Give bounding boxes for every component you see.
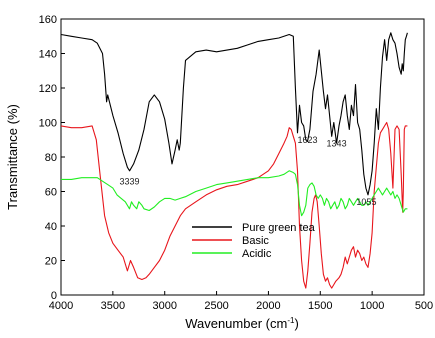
- x-tick-label: 2500: [204, 300, 228, 312]
- x-tick-label: 1000: [360, 300, 384, 312]
- x-axis-title-main: Wavenumber (cm: [185, 316, 287, 331]
- y-tick-label: 100: [39, 118, 57, 130]
- x-axis-title-suffix: ): [294, 316, 298, 331]
- y-tick-label: 60: [45, 187, 57, 199]
- x-axis-title: Wavenumber (cm-1): [185, 316, 299, 331]
- y-tick-label: 120: [39, 83, 57, 95]
- y-tick-label: 0: [51, 290, 57, 302]
- x-tick-label: 3000: [152, 300, 176, 312]
- legend-label: Acidic: [242, 248, 272, 260]
- peak-label: 1343: [327, 138, 347, 148]
- peak-label: 3339: [120, 176, 140, 186]
- y-tick-label: 80: [45, 152, 57, 164]
- y-tick-label: 40: [45, 221, 57, 233]
- legend-label: Pure green tea: [242, 222, 316, 234]
- peak-label: 1055: [356, 197, 376, 207]
- x-tick-label: 1500: [308, 300, 332, 312]
- legend-label: Basic: [242, 235, 269, 247]
- y-tick-label: 140: [39, 49, 57, 61]
- y-axis-ticks: 0 20 40 60 80 100 120 140 160: [39, 14, 65, 302]
- x-tick-label: 500: [415, 300, 433, 312]
- series-line-basic: [60, 121, 408, 289]
- series-layer: [60, 32, 408, 289]
- x-axis-title-unit-sup: -1: [287, 316, 295, 325]
- series-line-acidic: [61, 170, 408, 217]
- y-tick-label: 20: [45, 256, 57, 268]
- x-tick-label: 2000: [256, 300, 280, 312]
- peak-annotations: 3339 1623 1343 1055: [120, 135, 377, 207]
- series-line-pure-green-tea: [60, 32, 408, 196]
- x-axis-ticks: 4000 3500 3000 2500 2000 1500 1000 500: [49, 291, 433, 312]
- y-tick-label: 160: [39, 14, 57, 26]
- y-axis-title: Transmittance (%): [5, 104, 20, 210]
- peak-label: 1623: [298, 135, 318, 145]
- x-tick-label: 3500: [101, 300, 125, 312]
- x-tick-label: 4000: [49, 300, 73, 312]
